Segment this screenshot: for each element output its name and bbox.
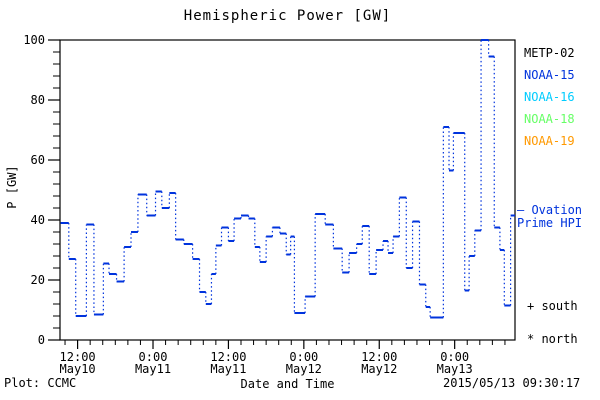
ovation-label-line1: — Ovation	[517, 203, 583, 217]
y-tick-label: 0	[38, 333, 45, 347]
x-tick-date-label: May12	[361, 362, 397, 376]
x-tick-time-label: 0:00	[139, 350, 168, 364]
legend-item-noaa-16: NOAA-16	[524, 90, 575, 104]
x-tick-date-label: May10	[60, 362, 96, 376]
south-marker-key: + south	[527, 299, 578, 313]
x-axis-label: Date and Time	[240, 377, 335, 391]
legend: METP-02 NOAA-15 NOAA-16 NOAA-18 NOAA-19	[524, 42, 575, 152]
plot-timestamp: 2015/05/13 09:30:17	[443, 376, 581, 390]
x-tick-time-label: 12:00	[210, 350, 246, 364]
plot-credit: Plot: CCMC	[4, 376, 77, 390]
legend-item-metp-02: METP-02	[524, 46, 575, 60]
legend-item-noaa-15: NOAA-15	[524, 68, 575, 82]
legend-item-noaa-19: NOAA-19	[524, 134, 575, 148]
x-tick-time-label: 0:00	[440, 350, 469, 364]
plot-frame	[59, 39, 516, 341]
x-tick-time-label: 0:00	[289, 350, 318, 364]
x-tick-date-label: May11	[135, 362, 171, 376]
legend-item-noaa-18: NOAA-18	[524, 112, 575, 126]
north-marker-key: * north	[527, 332, 578, 346]
x-tick-date-label: May11	[210, 362, 246, 376]
y-tick-label: 20	[31, 273, 45, 287]
ovation-prime-hpi-label: — Ovation Prime HPI	[517, 204, 582, 230]
y-tick-label: 80	[31, 93, 45, 107]
x-tick-date-label: May12	[286, 362, 322, 376]
ovation-label-line2: Prime HPI	[517, 216, 583, 230]
chart-title: Hemispheric Power [GW]	[183, 8, 392, 24]
x-tick-time-label: 12:00	[361, 350, 397, 364]
y-tick-label: 60	[31, 153, 45, 167]
x-tick-time-label: 12:00	[60, 350, 96, 364]
x-tick-date-label: May13	[437, 362, 473, 376]
y-tick-label: 100	[23, 33, 45, 47]
y-tick-label: 40	[31, 213, 45, 227]
